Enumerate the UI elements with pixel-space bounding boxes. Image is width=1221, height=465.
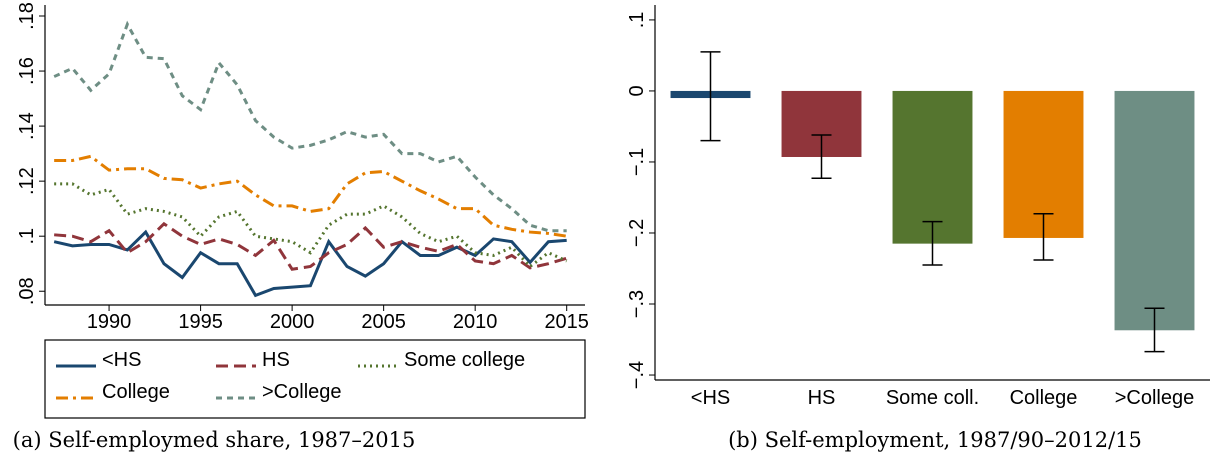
caption: (b) Self-employment, 1987/90–2012/15	[728, 428, 1142, 452]
legend-label: Some college	[404, 349, 525, 371]
y-tick-label: −.3	[626, 290, 648, 318]
y-tick-label: .1	[626, 12, 648, 29]
caption: (a) Self-employmed share, 1987–2015	[13, 428, 416, 452]
bar	[1114, 90, 1195, 331]
x-tick-label: 1990	[87, 311, 132, 333]
x-tick-label: >College	[1115, 387, 1195, 409]
legend-label: <HS	[102, 349, 141, 371]
error-bar	[811, 134, 832, 180]
bar	[892, 90, 973, 244]
y-tick-label: −.1	[626, 148, 648, 176]
y-tick-label: .1	[16, 228, 38, 245]
x-tick-label: 2005	[361, 311, 406, 333]
y-tick-label: .14	[16, 112, 38, 140]
x-tick-label: HS	[808, 387, 836, 409]
y-tick-label: 0	[626, 85, 648, 96]
x-tick-label: 2000	[270, 311, 315, 333]
legend-label: >College	[262, 381, 342, 403]
series-line	[54, 182, 568, 269]
x-tick-label: 1995	[178, 311, 223, 333]
error-bar	[922, 220, 943, 266]
y-tick-label: .16	[16, 57, 38, 85]
error-bar	[1033, 213, 1054, 261]
x-tick-label: 2015	[544, 311, 589, 333]
series-line	[53, 20, 567, 233]
series-line	[53, 229, 567, 298]
series-line	[54, 154, 567, 238]
series-line	[54, 221, 568, 271]
error-bar	[1144, 307, 1165, 353]
legend-label: College	[102, 381, 170, 403]
y-tick-label: −.2	[626, 219, 648, 247]
y-tick-label: .18	[16, 2, 38, 30]
x-tick-label: College	[1010, 387, 1078, 409]
legend-label: HS	[262, 349, 290, 371]
y-tick-label: .08	[16, 277, 38, 305]
y-tick-label: .12	[16, 167, 38, 195]
x-tick-label: 2010	[453, 311, 498, 333]
error-bar	[700, 51, 721, 142]
x-tick-label: <HS	[691, 387, 730, 409]
y-tick-label: −.4	[626, 361, 648, 389]
x-tick-label: Some coll.	[886, 387, 979, 409]
legend-box	[44, 339, 586, 419]
